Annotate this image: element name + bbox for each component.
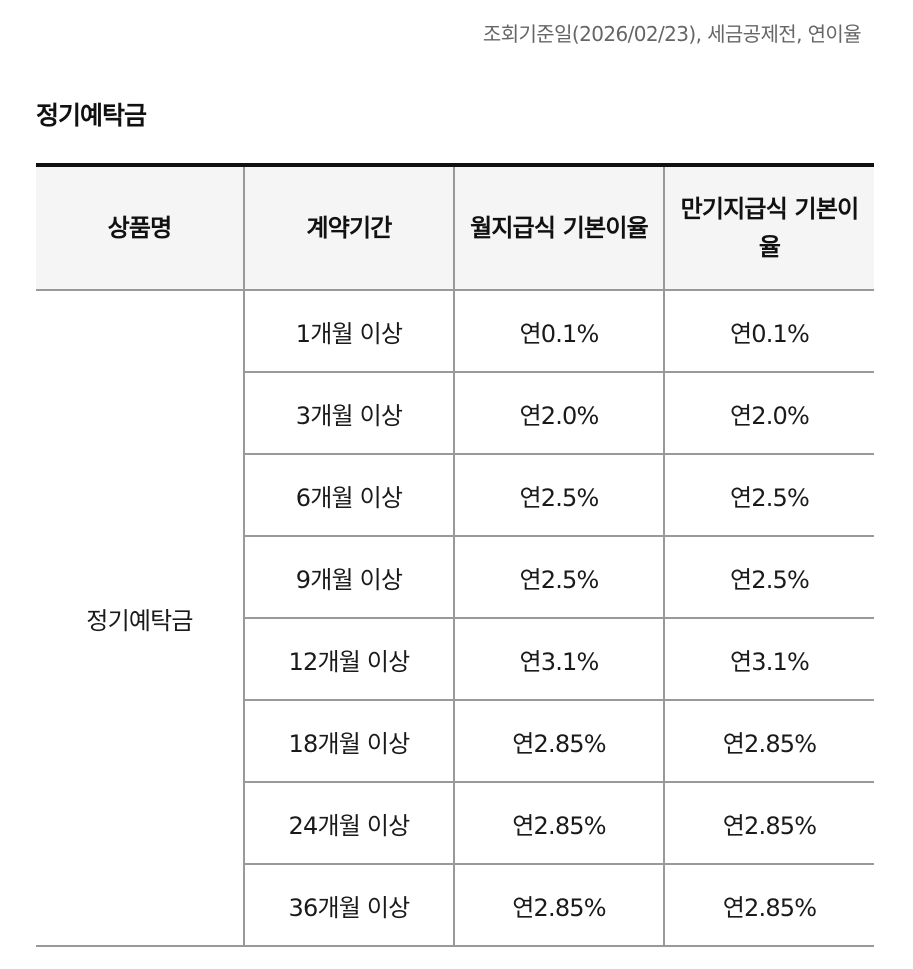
- table-row: 6개월 이상 연2.5% 연2.5%: [36, 454, 874, 537]
- monthly-rate-cell: 연2.0%: [453, 372, 664, 455]
- monthly-rate-cell: 연2.85%: [453, 700, 664, 783]
- header-monthly-rate: 월지급식 기본이율: [453, 165, 664, 291]
- table-row: 12개월 이상 연3.1% 연3.1%: [36, 618, 874, 701]
- maturity-rate-cell: 연2.85%: [663, 864, 874, 946]
- table-row: 정기예탁금 1개월 이상 연0.1% 연0.1%: [36, 290, 874, 635]
- maturity-rate-cell: 연2.85%: [663, 700, 874, 783]
- monthly-rate-cell: 연3.1%: [453, 618, 664, 701]
- header-maturity-rate: 만기지급식 기본이율: [663, 165, 874, 291]
- header-product-name: 상품명: [36, 165, 244, 291]
- period-cell: 9개월 이상: [243, 536, 454, 619]
- header-contract-period: 계약기간: [243, 165, 454, 291]
- period-cell: 18개월 이상: [243, 700, 454, 783]
- monthly-rate-cell: 연2.85%: [453, 864, 664, 946]
- monthly-rate-cell: 연0.1%: [453, 290, 664, 373]
- table-row: 36개월 이상 연2.85% 연2.85%: [36, 864, 874, 946]
- monthly-rate-cell: 연2.5%: [453, 454, 664, 537]
- period-cell: 3개월 이상: [243, 372, 454, 455]
- period-cell: 36개월 이상: [243, 864, 454, 946]
- table-row: 24개월 이상 연2.85% 연2.85%: [36, 782, 874, 865]
- maturity-rate-cell: 연2.0%: [663, 372, 874, 455]
- maturity-rate-cell: 연2.5%: [663, 454, 874, 537]
- rate-notice: 조회기준일(2026/02/23), 세금공제전, 연이율: [482, 22, 862, 46]
- period-cell: 6개월 이상: [243, 454, 454, 537]
- section-title: 정기예탁금: [36, 101, 147, 130]
- maturity-rate-cell: 연2.5%: [663, 536, 874, 619]
- period-cell: 12개월 이상: [243, 618, 454, 701]
- monthly-rate-cell: 연2.5%: [453, 536, 664, 619]
- maturity-rate-cell: 연3.1%: [663, 618, 874, 701]
- period-cell: 24개월 이상: [243, 782, 454, 865]
- table-row: 18개월 이상 연2.85% 연2.85%: [36, 700, 874, 783]
- product-name-cell: 정기예탁금: [86, 606, 193, 635]
- maturity-rate-cell: 연0.1%: [663, 290, 874, 373]
- table-row: 9개월 이상 연2.5% 연2.5%: [36, 536, 874, 619]
- rate-table: 상품명 계약기간 월지급식 기본이율 만기지급식 기본이율 정기예탁금 1개월 …: [36, 163, 874, 947]
- maturity-rate-cell: 연2.85%: [663, 782, 874, 865]
- table-header-row: 상품명 계약기간 월지급식 기본이율 만기지급식 기본이율: [36, 165, 874, 291]
- period-cell: 1개월 이상: [243, 290, 454, 373]
- table-row: 3개월 이상 연2.0% 연2.0%: [36, 372, 874, 455]
- monthly-rate-cell: 연2.85%: [453, 782, 664, 865]
